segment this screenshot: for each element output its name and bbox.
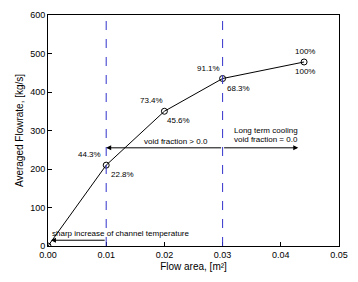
svg-text:0.02: 0.02 <box>156 250 174 260</box>
svg-text:0.03: 0.03 <box>214 250 232 260</box>
svg-text:Averaged Flowrate, [kg/s]: Averaged Flowrate, [kg/s] <box>14 74 25 187</box>
svg-text:100: 100 <box>30 203 45 213</box>
svg-text:600: 600 <box>30 10 45 20</box>
svg-text:68.3%: 68.3% <box>227 84 250 93</box>
svg-text:sharp increase of channel temp: sharp increase of channel temperature <box>52 229 190 238</box>
svg-text:73.4%: 73.4% <box>140 96 163 105</box>
svg-text:45.6%: 45.6% <box>167 116 190 125</box>
svg-text:400: 400 <box>30 87 45 97</box>
svg-text:22.8%: 22.8% <box>111 170 134 179</box>
svg-text:300: 300 <box>30 126 45 136</box>
svg-text:0.04: 0.04 <box>272 250 290 260</box>
svg-text:91.1%: 91.1% <box>197 64 220 73</box>
svg-text:0.05: 0.05 <box>330 250 348 260</box>
svg-text:500: 500 <box>30 49 45 59</box>
svg-text:Long term cooling: Long term cooling <box>234 126 298 135</box>
svg-text:200: 200 <box>30 164 45 174</box>
svg-text:void fraction = 0.0: void fraction = 0.0 <box>234 135 298 144</box>
svg-text:0.01: 0.01 <box>97 250 115 260</box>
svg-text:Flow area, [m²]: Flow area, [m²] <box>160 261 227 272</box>
svg-text:100%: 100% <box>295 67 315 76</box>
svg-text:void fraction > 0.0: void fraction > 0.0 <box>144 137 208 146</box>
svg-text:0: 0 <box>40 241 45 251</box>
svg-text:100%: 100% <box>295 47 315 56</box>
svg-text:44.3%: 44.3% <box>78 150 101 159</box>
svg-text:0.00: 0.00 <box>39 250 57 260</box>
